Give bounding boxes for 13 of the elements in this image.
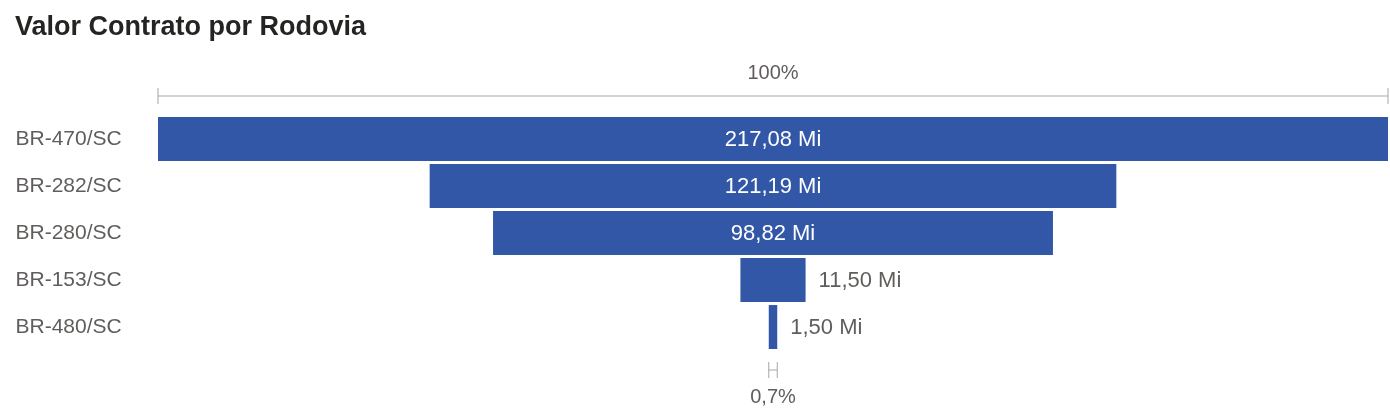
text: 100% <box>747 61 799 83</box>
category-label: BR-153/SC <box>15 267 122 291</box>
category-label: BR-282/SC <box>15 172 122 196</box>
data-label: 1,50 Mi <box>790 314 863 340</box>
text: Valor Contrato por Rodovia <box>15 11 368 41</box>
data-label: 217,08 Mi <box>724 125 822 151</box>
data-label: 121,19 Mi <box>724 172 822 198</box>
category-label: BR-280/SC <box>15 220 122 243</box>
category-label: BR-480/SC <box>15 314 122 338</box>
data-label: 98,82 Mi <box>730 220 816 245</box>
data-label: 11,50 Mi <box>818 267 902 293</box>
category-label: BR-470/SC <box>15 125 122 149</box>
text: 0,7% <box>750 385 796 407</box>
